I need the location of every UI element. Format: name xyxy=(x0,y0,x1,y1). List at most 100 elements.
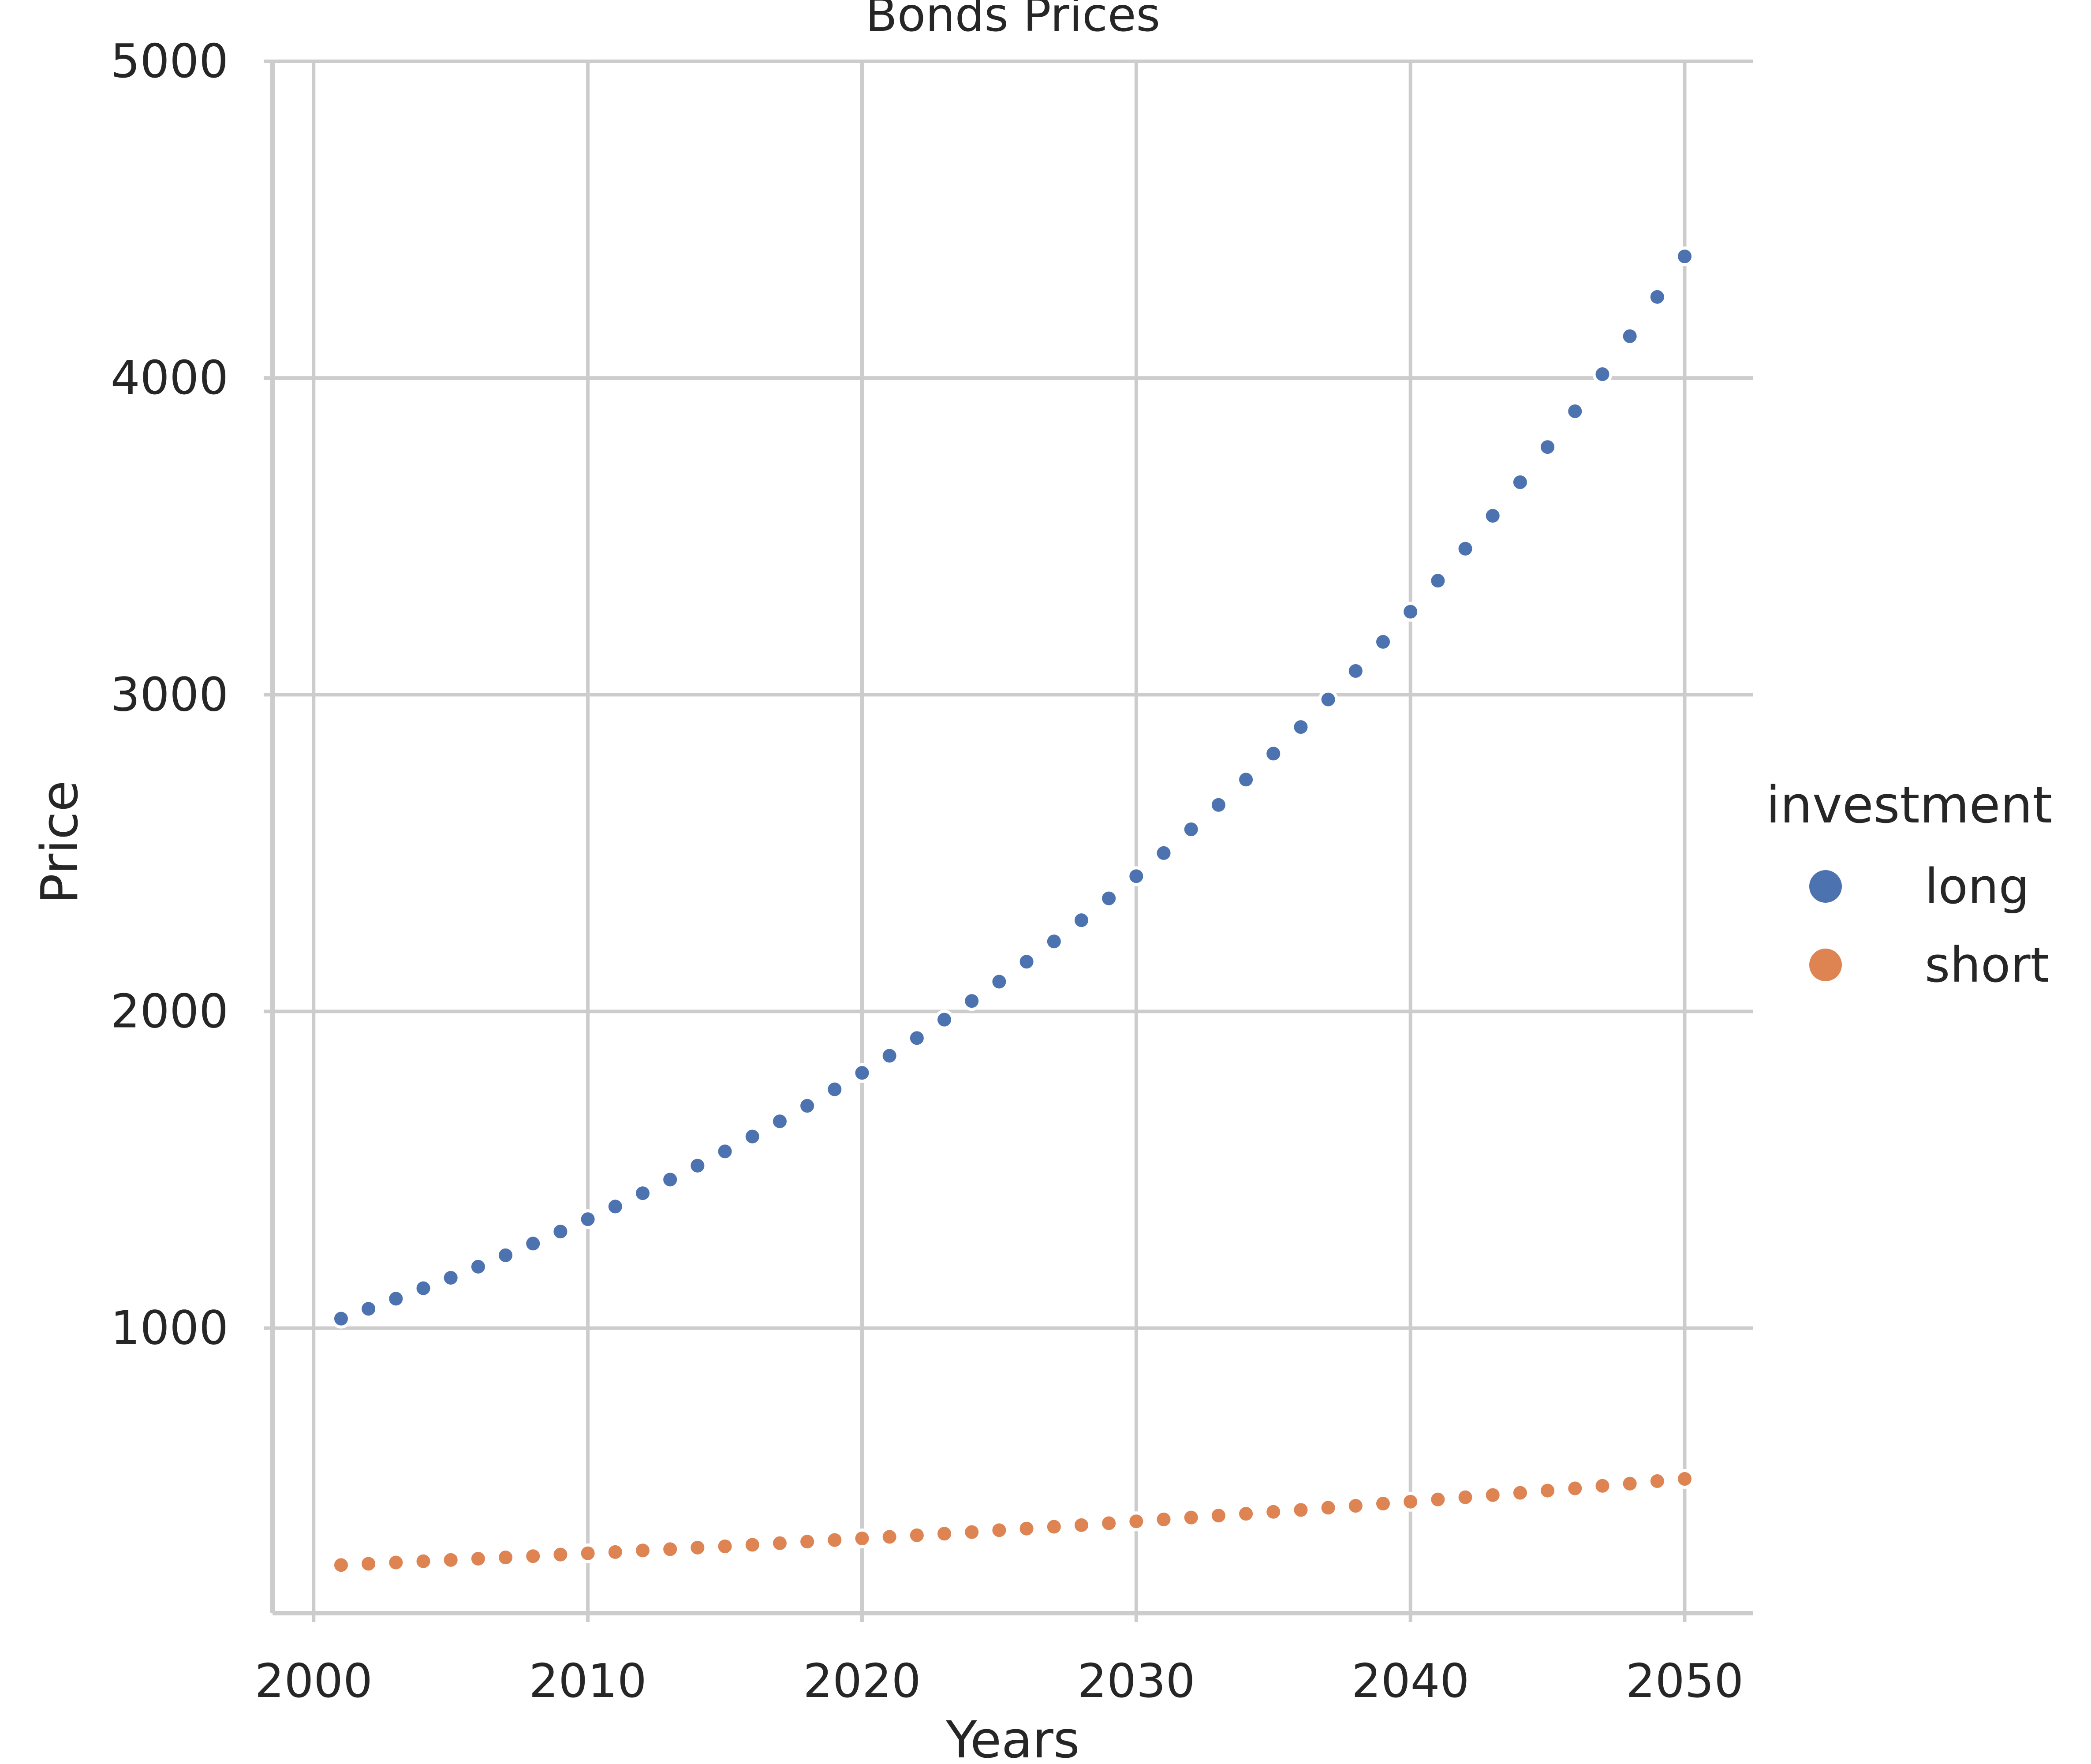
point-long xyxy=(468,1256,488,1277)
point-short xyxy=(934,1524,955,1544)
x-tick-label: 2020 xyxy=(803,1654,921,1708)
point-long xyxy=(907,1028,927,1048)
point-short xyxy=(1620,1473,1640,1494)
point-short xyxy=(1071,1515,1091,1535)
point-short xyxy=(1482,1485,1503,1505)
point-long xyxy=(1016,952,1037,972)
point-short xyxy=(825,1530,845,1550)
point-long xyxy=(386,1289,406,1309)
x-tick-label: 2010 xyxy=(529,1654,647,1708)
point-short xyxy=(1592,1476,1613,1496)
point-short xyxy=(687,1537,708,1558)
point-long xyxy=(1620,326,1640,346)
point-short xyxy=(1318,1498,1338,1518)
y-tick-label: 3000 xyxy=(111,668,228,721)
point-long xyxy=(1538,437,1558,457)
point-short xyxy=(742,1535,762,1555)
series-long xyxy=(331,246,1695,1329)
point-short xyxy=(1400,1491,1421,1512)
point-short xyxy=(1181,1507,1201,1528)
point-long xyxy=(1126,866,1146,886)
y-tick-label: 1000 xyxy=(111,1301,228,1355)
point-long xyxy=(1400,602,1421,622)
point-long xyxy=(1510,472,1530,492)
point-long xyxy=(715,1141,735,1162)
point-short xyxy=(605,1542,625,1562)
point-short xyxy=(715,1536,735,1556)
point-short xyxy=(1428,1489,1448,1510)
series-short xyxy=(331,1469,1695,1575)
point-long xyxy=(1099,888,1119,908)
legend-title: investment xyxy=(1766,776,2052,835)
point-short xyxy=(1345,1496,1366,1516)
x-tick-label: 2000 xyxy=(255,1654,373,1708)
point-long xyxy=(605,1196,625,1217)
point-long xyxy=(660,1170,680,1190)
point-long xyxy=(1592,364,1613,385)
point-short xyxy=(331,1555,351,1575)
point-long xyxy=(962,991,982,1011)
legend: investment long short xyxy=(1766,776,2052,993)
point-long xyxy=(825,1079,845,1099)
point-long xyxy=(687,1155,708,1176)
point-short xyxy=(468,1548,488,1569)
tick-labels: 2000 2010 2020 2030 2040 2050 1000 2000 3000 4000… xyxy=(111,34,1744,1708)
point-long xyxy=(742,1126,762,1147)
point-short xyxy=(633,1540,653,1561)
point-short xyxy=(1263,1502,1284,1522)
point-short xyxy=(386,1552,406,1573)
scatter-points xyxy=(331,246,1695,1575)
point-short xyxy=(1538,1480,1558,1501)
point-short xyxy=(1236,1503,1256,1524)
y-tick-label: 4000 xyxy=(111,351,228,405)
point-short xyxy=(413,1551,433,1571)
point-short xyxy=(1208,1506,1228,1526)
point-long xyxy=(1482,506,1503,526)
point-short xyxy=(578,1543,598,1563)
point-short xyxy=(797,1532,818,1552)
point-short xyxy=(1099,1513,1119,1533)
y-tick-label: 2000 xyxy=(111,984,228,1038)
point-short xyxy=(1016,1518,1037,1539)
point-long xyxy=(523,1233,543,1254)
point-long xyxy=(797,1096,818,1116)
point-short xyxy=(523,1546,543,1566)
point-long xyxy=(1071,910,1091,931)
point-short xyxy=(989,1520,1009,1540)
point-long xyxy=(550,1222,571,1242)
legend-marker-short xyxy=(1809,949,1842,981)
point-short xyxy=(550,1544,571,1565)
point-long xyxy=(852,1063,872,1083)
point-long xyxy=(769,1111,790,1132)
point-short xyxy=(1373,1494,1393,1514)
point-long xyxy=(1236,770,1256,790)
point-long xyxy=(1318,689,1338,710)
x-tick-label: 2050 xyxy=(1626,1654,1744,1708)
point-short xyxy=(660,1539,680,1559)
x-tick-label: 2040 xyxy=(1352,1654,1469,1708)
grid xyxy=(273,60,1753,1613)
point-short xyxy=(1675,1469,1695,1489)
point-long xyxy=(331,1308,351,1329)
point-long xyxy=(1565,401,1585,422)
point-short xyxy=(496,1547,516,1568)
point-short xyxy=(852,1529,872,1549)
point-short xyxy=(1647,1471,1667,1491)
point-long xyxy=(496,1245,516,1265)
point-short xyxy=(769,1533,790,1553)
point-long xyxy=(1345,661,1366,681)
point-long xyxy=(441,1267,461,1288)
point-short xyxy=(1565,1478,1585,1499)
point-long xyxy=(989,972,1009,992)
legend-label-short: short xyxy=(1925,937,2050,993)
point-short xyxy=(1044,1517,1064,1537)
point-short xyxy=(1291,1500,1311,1520)
point-long xyxy=(1675,246,1695,266)
point-long xyxy=(1044,931,1064,952)
point-short xyxy=(1455,1487,1475,1507)
point-short xyxy=(907,1525,927,1545)
point-short xyxy=(441,1550,461,1570)
x-axis-label: Years xyxy=(945,1711,1079,1764)
y-tick-label: 5000 xyxy=(111,34,228,88)
point-long xyxy=(1181,819,1201,840)
